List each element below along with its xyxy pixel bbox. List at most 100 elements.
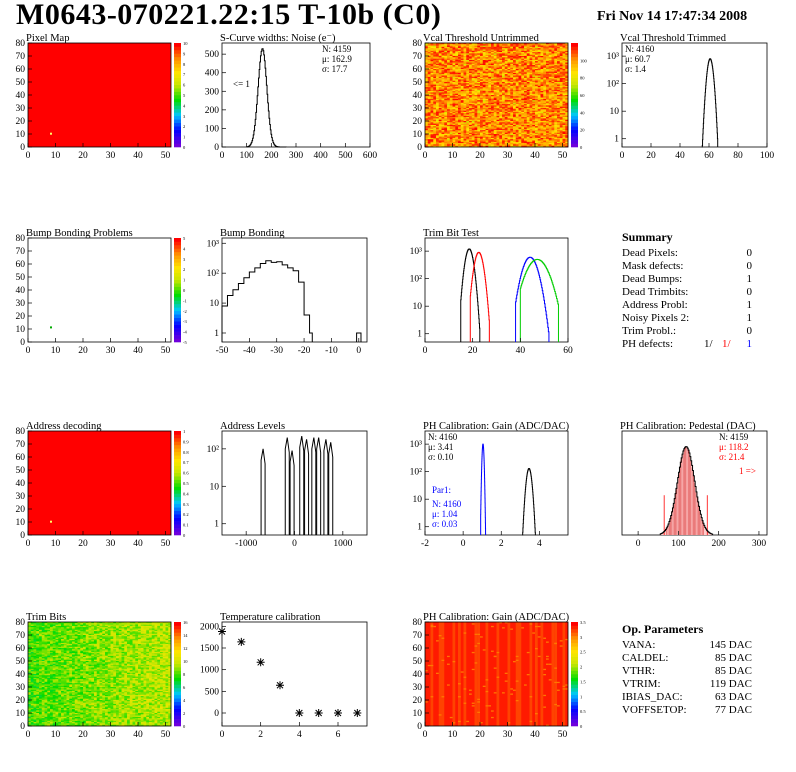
heatmap-cell [493, 59, 497, 62]
heatmap-cell [430, 105, 434, 107]
heatmap-cell [485, 92, 489, 94]
heatmap-cell [444, 95, 448, 97]
heatmap-cell [482, 79, 486, 81]
heatmap-cell [449, 44, 453, 46]
heatmap-cell [441, 89, 445, 92]
heatmap-cell [504, 62, 508, 65]
heatmap-cell [551, 54, 555, 57]
heatmap-cell [502, 66, 506, 68]
heatmap-cell [557, 43, 561, 45]
heatmap-cell [444, 58, 448, 61]
heatmap-cell [540, 53, 544, 55]
heatmap-cell [469, 83, 473, 85]
heatmap-cell [425, 44, 429, 46]
heatmap-cell [499, 104, 503, 106]
heatmap-cell [502, 49, 506, 52]
heatmap-cell [493, 106, 497, 109]
heatmap-cell [477, 104, 481, 106]
heatmap-cell [480, 56, 484, 58]
heatmap-cell [438, 84, 442, 87]
x-tick-label: 40 [133, 539, 143, 549]
heatmap-cell [537, 82, 541, 84]
heatmap-cell [482, 57, 486, 59]
heatmap-cell [447, 102, 451, 105]
x-tick-label: 30 [106, 346, 116, 356]
colorbar-bin [174, 88, 181, 92]
colorbar-tick: 5 [183, 93, 186, 98]
colorbar-bin [174, 269, 181, 273]
heatmap-cell [474, 102, 478, 105]
heatmap-cell [441, 106, 445, 109]
heatmap-cell [488, 76, 492, 79]
heatmap-cell [458, 102, 462, 105]
colorbar-tick: 60 [580, 93, 585, 98]
heatmap-cell [480, 95, 484, 97]
y-tick-label: 10² [410, 468, 423, 478]
heatmap-cell [524, 80, 528, 83]
heatmap-cell [499, 48, 503, 50]
colorbar-bin [174, 108, 181, 113]
heatmap-cell [444, 48, 448, 50]
heatmap-cell [433, 95, 437, 97]
heatmap-cell [436, 106, 440, 109]
heatmap-cell [546, 44, 550, 46]
heatmap-cell [515, 100, 519, 102]
chart-title: PH Calibration: Gain (ADC/DAC) [423, 421, 570, 432]
heatmap-cell [496, 76, 500, 79]
x-tick-label: 40 [675, 151, 685, 161]
colorbar-bin [174, 241, 181, 246]
heatmap-cell [504, 87, 508, 89]
heatmap-cell [463, 85, 467, 88]
heatmap-cell [524, 63, 528, 66]
colorbar-bin [174, 521, 181, 525]
heatmap-cell [427, 82, 431, 84]
heatmap-cell [433, 79, 437, 81]
heatmap-cell [510, 67, 514, 70]
colorbar-bin [571, 70, 578, 75]
heatmap-cell [559, 52, 563, 54]
heatmap-cell [557, 76, 561, 79]
heatmap-cell [430, 48, 434, 50]
heatmap-cell [551, 95, 555, 97]
heatmap-cell [466, 75, 470, 78]
heatmap-cell [559, 82, 563, 84]
heatmap-cell [565, 89, 569, 92]
colorbar-tick: 80 [580, 76, 585, 81]
heatmap-cell [469, 71, 473, 74]
heatmap-cell [488, 53, 492, 55]
heatmap-cell [557, 53, 561, 55]
heatmap-cell [474, 83, 478, 85]
heatmap-cell [493, 85, 497, 88]
heatmap-cell [526, 101, 530, 104]
heatmap-cell [548, 63, 552, 66]
heatmap-cell [425, 101, 429, 104]
heatmap-cell [554, 71, 558, 74]
heatmap-cell [502, 79, 506, 81]
heatmap-cell [436, 97, 440, 100]
heatmap-cell [477, 98, 481, 101]
heatmap-cell [430, 54, 434, 57]
heatmap-cell [521, 75, 525, 78]
heatmap-cell [557, 101, 561, 104]
heatmap-cell [427, 104, 431, 106]
heatmap-cell [521, 89, 525, 92]
heatmap-cell [480, 98, 484, 101]
heatmap-cell [529, 62, 533, 65]
heatmap-cell [515, 89, 519, 92]
heatmap-cell [504, 56, 508, 58]
heatmap-cell [474, 66, 478, 68]
heatmap-cell [565, 87, 569, 89]
colorbar-bin [174, 265, 181, 270]
heatmap-cell [543, 56, 547, 58]
heatmap-cell [433, 91, 437, 93]
heatmap-cell [548, 98, 552, 101]
x-tick-label: 4 [537, 539, 542, 549]
heatmap-cell [463, 65, 467, 67]
heatmap-cell [491, 84, 495, 87]
heatmap-cell [515, 76, 519, 79]
colorbar-bin [571, 91, 578, 96]
heatmap-cell [458, 59, 462, 62]
heatmap-cell [438, 89, 442, 92]
heatmap-cell [537, 62, 541, 65]
heatmap-cell [554, 89, 558, 92]
